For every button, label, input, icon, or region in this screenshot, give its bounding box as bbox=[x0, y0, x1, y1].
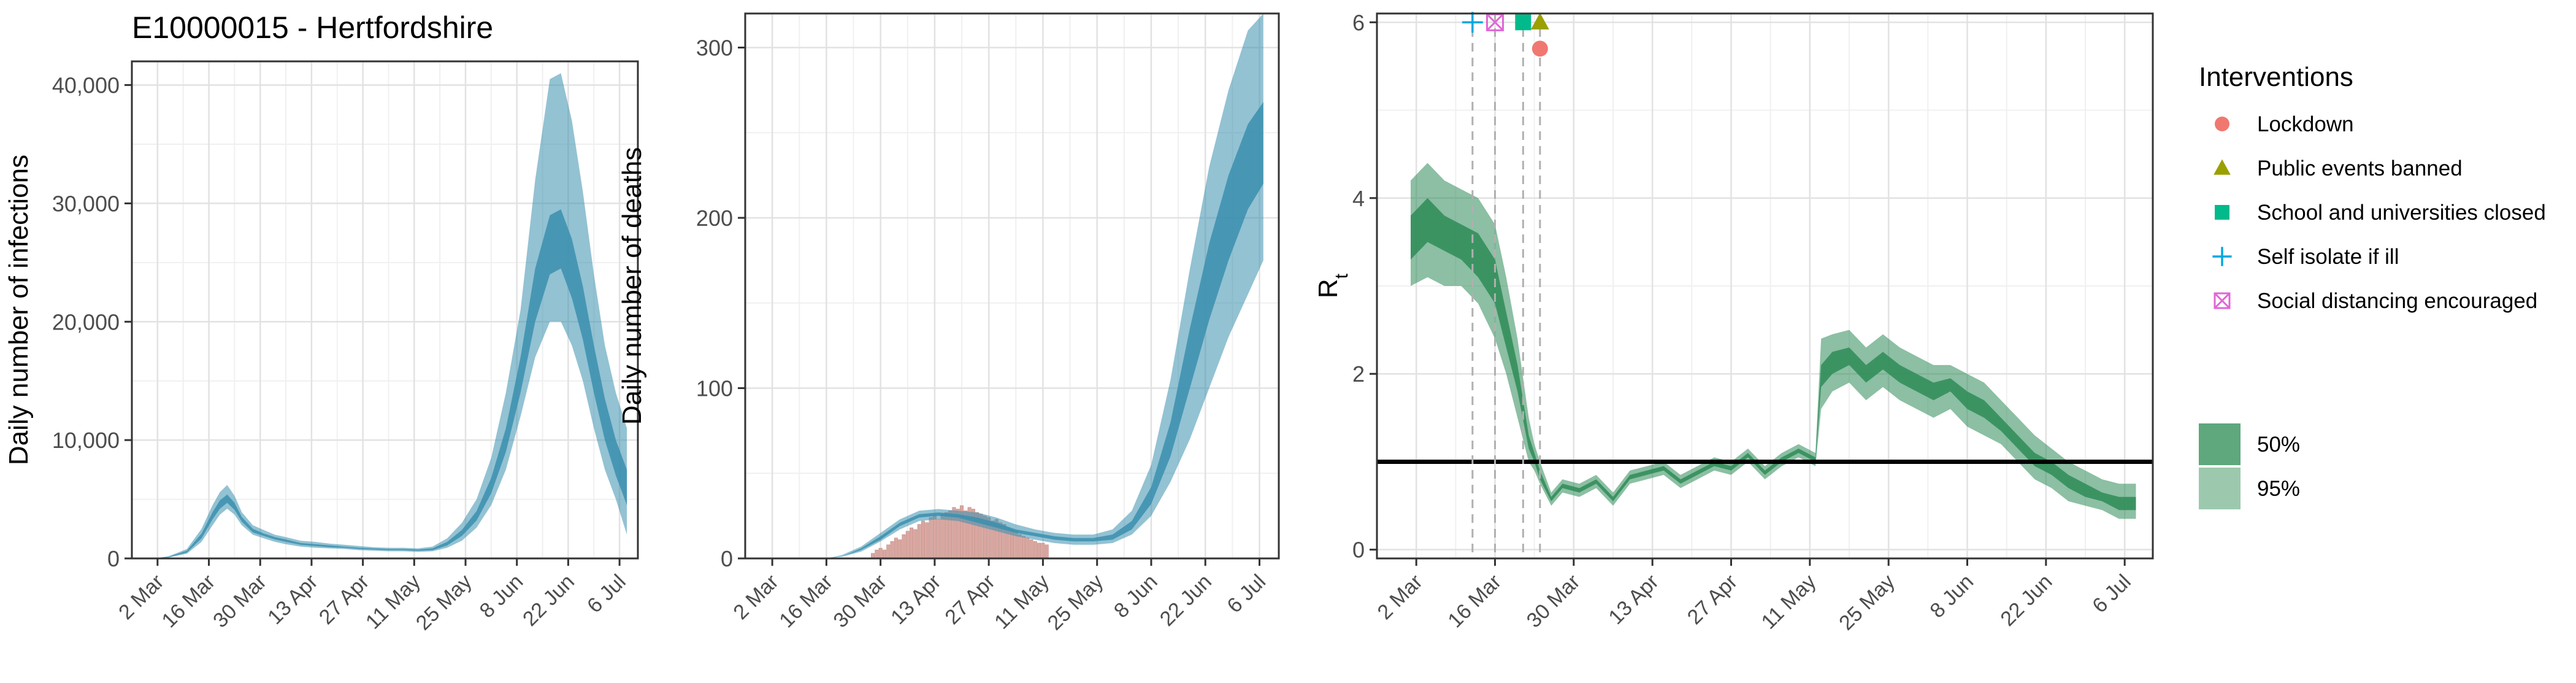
y-tick-label: 6 bbox=[1352, 10, 1365, 35]
observed-death-bar bbox=[937, 519, 941, 559]
y-tick-label: 30,000 bbox=[52, 191, 120, 216]
y-tick-label: 0 bbox=[721, 546, 733, 571]
y-axis-label-subscript: t bbox=[1332, 273, 1352, 279]
observed-death-bar bbox=[910, 527, 914, 559]
observed-death-bar bbox=[940, 514, 945, 559]
x-tick-label: 2 Mar bbox=[1373, 570, 1427, 624]
x-tick-label: 30 Mar bbox=[209, 570, 271, 633]
legend-label: Social distancing encouraged bbox=[2257, 289, 2537, 313]
x-tick-label: 27 Apr bbox=[1683, 570, 1742, 629]
legend: Interventions Lockdown Public events banne… bbox=[2199, 62, 2546, 509]
observed-death-bar bbox=[925, 522, 929, 559]
x-tick-label: 8 Jun bbox=[1925, 570, 1978, 623]
y-tick-label: 2 bbox=[1352, 361, 1365, 387]
x-tick-label: 11 May bbox=[1757, 570, 1821, 634]
y-tick-label: 0 bbox=[1352, 538, 1365, 563]
chart-title: E10000015 - Hertfordshire bbox=[132, 10, 493, 45]
intervention-marker-school-and-universities-closed bbox=[1515, 14, 1531, 31]
observed-death-bar bbox=[878, 548, 883, 559]
observed-death-bar bbox=[882, 549, 886, 559]
observed-death-bar bbox=[1018, 534, 1022, 559]
observed-death-bar bbox=[1045, 544, 1049, 559]
y-axis-label: Rt bbox=[1313, 273, 1352, 298]
legend-key-school-and-universities-closed bbox=[2215, 205, 2229, 220]
x-tick-label: 13 Apr bbox=[1604, 570, 1663, 629]
y-tick-label: 10,000 bbox=[52, 428, 120, 453]
x-tick-label: 25 May bbox=[412, 570, 477, 635]
observed-death-bar bbox=[913, 529, 918, 559]
observed-death-bar bbox=[1037, 542, 1041, 559]
legend-key-self-isolate-if-ill bbox=[2212, 247, 2232, 266]
plot-border bbox=[744, 12, 1280, 560]
observed-death-bar bbox=[921, 520, 925, 559]
x-tick-label: 13 Apr bbox=[886, 570, 945, 629]
legend-ci-swatch-95 bbox=[2199, 468, 2241, 509]
x-tick-label: 16 Mar bbox=[1443, 570, 1506, 633]
observed-death-bar bbox=[890, 541, 894, 559]
y-axis-label: Daily number of deaths bbox=[617, 147, 647, 425]
observed-death-bar bbox=[1025, 538, 1030, 559]
y-axis-label: Daily number of infections bbox=[4, 155, 34, 465]
observed-death-bar bbox=[886, 544, 891, 559]
y-tick-label: 20,000 bbox=[52, 309, 120, 334]
x-tick-label: 6 Jul bbox=[583, 570, 631, 618]
x-tick-label: 6 Jul bbox=[2088, 570, 2136, 618]
x-tick-label: 11 May bbox=[990, 570, 1054, 634]
observed-death-bar bbox=[898, 539, 902, 559]
observed-death-bar bbox=[929, 517, 933, 559]
legend-label: Public events banned bbox=[2257, 156, 2463, 180]
x-tick-label: 11 May bbox=[361, 570, 425, 634]
y-tick-label: 300 bbox=[696, 36, 733, 61]
x-tick-label: 25 May bbox=[1043, 570, 1108, 635]
x-tick-label: 16 Mar bbox=[157, 570, 220, 633]
observed-death-bar bbox=[894, 538, 898, 559]
intervention-marker-public-events-banned bbox=[1530, 12, 1549, 30]
legend-ci-swatch-50 bbox=[2199, 423, 2241, 465]
y-tick-label: 40,000 bbox=[52, 73, 120, 98]
x-tick-label: 8 Jun bbox=[1110, 570, 1162, 623]
legend-key-social-distancing-encouraged bbox=[2214, 292, 2231, 309]
x-tick-label: 30 Mar bbox=[1522, 570, 1585, 633]
plot-border bbox=[131, 60, 639, 560]
y-tick-label: 100 bbox=[696, 376, 733, 401]
observed-death-bar bbox=[1041, 542, 1045, 559]
observed-death-bar bbox=[875, 549, 879, 559]
x-tick-label: 13 Apr bbox=[263, 570, 322, 629]
x-tick-label: 6 Jul bbox=[1222, 570, 1270, 618]
y-tick-label: 0 bbox=[107, 546, 120, 571]
observed-death-bar bbox=[902, 534, 906, 559]
intervention-marker-lockdown bbox=[1531, 41, 1548, 57]
observed-death-bar bbox=[1021, 536, 1025, 559]
observed-death-bar bbox=[1033, 541, 1037, 559]
y-tick-label: 4 bbox=[1352, 186, 1365, 211]
x-tick-label: 22 Jun bbox=[1996, 570, 2057, 631]
observed-death-bar bbox=[917, 524, 921, 559]
legend-title: Interventions bbox=[2199, 62, 2353, 92]
legend-label: School and universities closed bbox=[2257, 201, 2546, 225]
legend-label: 50% bbox=[2257, 433, 2300, 457]
ci-50-band bbox=[1411, 198, 2136, 511]
legend-key-public-events-banned bbox=[2214, 159, 2231, 175]
x-tick-label: 30 Mar bbox=[829, 570, 892, 633]
legend-label: Lockdown bbox=[2257, 112, 2354, 136]
observed-death-bar bbox=[1029, 539, 1033, 559]
x-tick-label: 25 May bbox=[1834, 570, 1899, 635]
plot-border bbox=[1376, 12, 2154, 560]
legend-key-lockdown bbox=[2215, 117, 2229, 131]
x-tick-label: 16 Mar bbox=[775, 570, 837, 633]
observed-death-bar bbox=[905, 531, 910, 559]
intervention-marker-self-isolate-if-ill bbox=[1462, 12, 1483, 33]
x-tick-label: 22 Jun bbox=[1156, 570, 1216, 631]
observed-death-bar bbox=[932, 515, 937, 559]
x-tick-label: 22 Jun bbox=[518, 570, 579, 631]
legend-label: Self isolate if ill bbox=[2257, 245, 2399, 269]
x-tick-label: 27 Apr bbox=[940, 570, 999, 629]
legend-label: 95% bbox=[2257, 477, 2300, 501]
y-tick-label: 200 bbox=[696, 206, 733, 231]
